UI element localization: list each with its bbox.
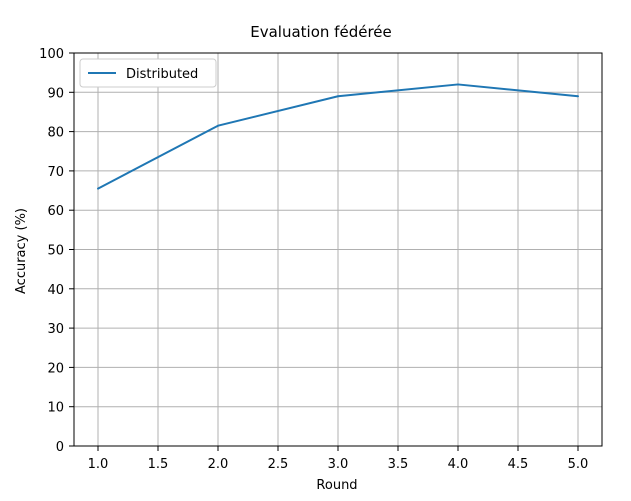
data-point	[457, 83, 459, 86]
x-tick-label: 4.0	[448, 457, 469, 472]
y-tick-label: 30	[47, 322, 64, 337]
y-tick-label: 10	[47, 401, 64, 416]
legend-box	[79, 58, 217, 88]
y-axis-label: Accuracy (%)	[14, 208, 29, 294]
x-tick-label: 3.0	[328, 457, 349, 472]
data-point	[97, 187, 99, 190]
x-axis-label: Round	[316, 478, 357, 493]
x-tick-label: 3.5	[388, 457, 409, 472]
grid-lines	[74, 52, 602, 447]
x-tick-label: 2.0	[208, 457, 229, 472]
data-point	[217, 124, 219, 127]
y-tick-label: 100	[39, 47, 64, 62]
y-tick-label: 80	[47, 126, 64, 141]
chart-title: Evaluation fédérée	[250, 23, 391, 41]
legend-label-distributed: Distributed	[126, 67, 198, 82]
x-axis-ticks: 1.0 1.5 2.0 2.5 3.0 3.5 4.0 4.5 5.0	[88, 446, 589, 472]
data-point	[577, 95, 579, 98]
x-tick-label: 1.5	[148, 457, 169, 472]
x-tick-label: 1.0	[88, 457, 109, 472]
y-tick-label: 60	[47, 204, 64, 219]
legend: Distributed	[79, 58, 217, 88]
x-tick-label: 4.5	[508, 457, 529, 472]
y-axis-ticks: 0 10 20 30 40 50 60 70 80 90 100	[39, 47, 74, 455]
y-tick-label: 0	[56, 440, 64, 455]
x-tick-label: 2.5	[268, 457, 289, 472]
x-tick-label: 5.0	[568, 457, 589, 472]
data-point	[337, 95, 339, 98]
y-tick-label: 40	[47, 283, 64, 298]
y-tick-label: 20	[47, 361, 64, 376]
y-tick-label: 70	[47, 165, 64, 180]
series-layer	[97, 83, 579, 190]
y-tick-label: 50	[47, 244, 64, 259]
y-tick-label: 90	[47, 86, 64, 101]
